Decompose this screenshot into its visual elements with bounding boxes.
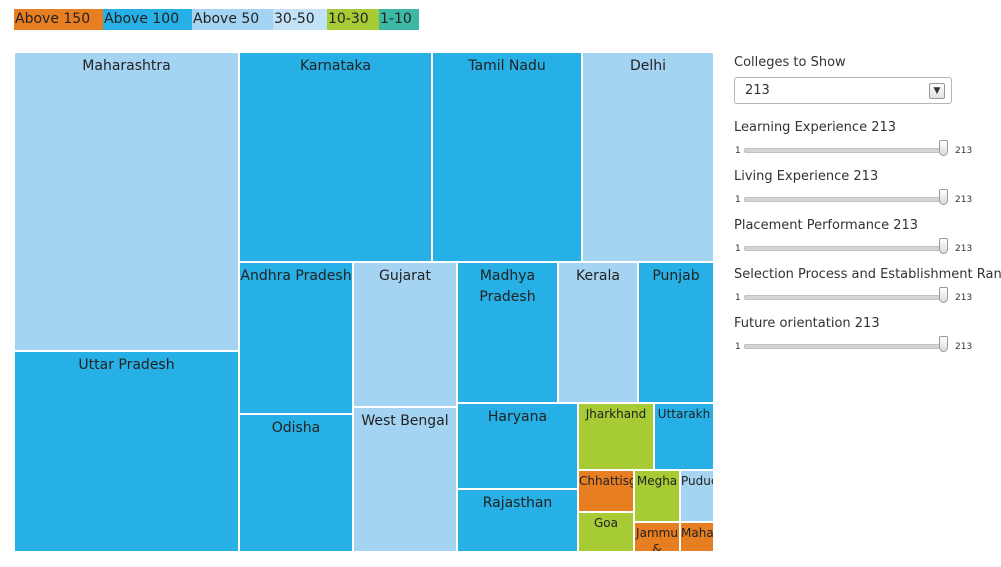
treemap-tile-label: Goa (594, 516, 618, 530)
treemap-tile-label: Haryana (487, 409, 548, 425)
slider-max-value: 213 (955, 342, 973, 352)
treemap-tile-label: Delhi (629, 58, 667, 74)
treemap-tile[interactable]: Madhya Pradesh (457, 262, 558, 403)
treemap-tile-label: Jharkhand (585, 407, 647, 421)
treemap-tile-label: Rajasthan (482, 495, 553, 511)
filter-panel: Colleges to Show 213 ▼ Learning Experien… (734, 52, 1001, 372)
slider-max-value: 213 (955, 244, 973, 254)
slider-control: Future orientation 213 1 213 (734, 316, 1001, 356)
treemap: Maharashtra Uttar Pradesh Karnataka Tamil N… (14, 52, 714, 552)
legend-item: 30-50 (273, 9, 327, 30)
slider-min-value: 1 (735, 293, 741, 303)
slider-control: Living Experience 213 1 213 (734, 169, 1001, 209)
legend-item: 10-30 (327, 9, 379, 30)
treemap-tile[interactable]: Kerala (558, 262, 638, 403)
treemap-tile[interactable]: Andhra Pradesh (239, 262, 353, 414)
treemap-tile-label: Odisha (271, 420, 321, 436)
slider-label: Placement Performance 213 (734, 218, 919, 233)
treemap-tile-label: Megha (636, 474, 678, 488)
slider-max-value: 213 (955, 195, 973, 205)
slider-max-value: 213 (955, 293, 973, 303)
legend-item: Above 150 (14, 9, 103, 30)
slider-control: Placement Performance 213 1 213 (734, 218, 1001, 258)
treemap-tile[interactable]: Gujarat (353, 262, 457, 407)
legend: Above 150 Above 100 Above 50 30-50 10-30 1-10 (14, 9, 419, 30)
treemap-tile[interactable]: Megha (634, 470, 680, 522)
slider-label: Living Experience 213 (734, 169, 879, 184)
treemap-tile[interactable]: Punjab (638, 262, 714, 403)
slider-label: Selection Process and Establishment Rank… (734, 267, 1001, 282)
slider-track[interactable] (744, 295, 948, 300)
slider-track[interactable] (744, 148, 948, 153)
treemap-tile-label: Mahar (681, 526, 714, 540)
treemap-tile[interactable]: Haryana (457, 403, 578, 489)
treemap-tile-label: Punjab (652, 268, 700, 284)
legend-item: Above 50 (192, 9, 273, 30)
treemap-tile[interactable]: Delhi (582, 52, 714, 262)
slider-handle[interactable] (939, 336, 948, 352)
treemap-tile-label: Maharashtra (82, 58, 171, 74)
colleges-select-value: 213 (745, 83, 770, 98)
slider-handle[interactable] (939, 140, 948, 156)
treemap-tile[interactable]: Jammu & (634, 522, 680, 552)
slider-track[interactable] (744, 197, 948, 202)
slider-handle[interactable] (939, 238, 948, 254)
treemap-tile-label: Gujarat (378, 268, 431, 284)
treemap-tile[interactable]: Jharkhand (578, 403, 654, 470)
slider-control: Learning Experience 213 1 213 (734, 120, 1001, 160)
treemap-tile[interactable]: Goa (578, 512, 634, 552)
slider-max-value: 213 (955, 146, 973, 156)
colleges-select[interactable]: 213 ▼ (734, 77, 952, 104)
slider-handle[interactable] (939, 189, 948, 205)
colleges-to-show-label: Colleges to Show (734, 55, 846, 70)
treemap-tile-label: Tamil Nadu (468, 58, 546, 74)
slider-min-value: 1 (735, 146, 741, 156)
legend-item: Above 100 (103, 9, 192, 30)
treemap-tile[interactable]: Uttar Pradesh (14, 351, 239, 552)
treemap-tile-label: Karnataka (300, 58, 371, 74)
legend-item: 1-10 (379, 9, 419, 30)
slider-min-value: 1 (735, 195, 741, 205)
treemap-tile[interactable]: Tamil Nadu (432, 52, 582, 262)
treemap-tile[interactable]: Chhattisg (578, 470, 634, 512)
treemap-tile-label: West Bengal (361, 413, 449, 429)
slider-track[interactable] (744, 344, 948, 349)
treemap-tile[interactable]: West Bengal (353, 407, 457, 552)
treemap-tile-label: Puduc (681, 474, 714, 488)
treemap-tile[interactable]: Karnataka (239, 52, 432, 262)
slider-handle[interactable] (939, 287, 948, 303)
slider-min-value: 1 (735, 342, 741, 352)
treemap-tile[interactable]: Odisha (239, 414, 353, 552)
treemap-tile[interactable]: Uttarakh (654, 403, 714, 470)
treemap-tile-label: Uttarakh (657, 407, 711, 421)
treemap-tile-label: Andhra Pradesh (240, 268, 352, 284)
slider-label: Learning Experience 213 (734, 120, 897, 135)
treemap-tile[interactable]: Rajasthan (457, 489, 578, 552)
treemap-tile[interactable]: Puduc (680, 470, 714, 522)
slider-label: Future orientation 213 (734, 316, 880, 331)
treemap-tile-label: Jammu & (636, 526, 678, 552)
slider-control: Selection Process and Establishment Rank… (734, 267, 1001, 307)
treemap-tile[interactable]: Maharashtra (14, 52, 239, 351)
chevron-down-icon[interactable]: ▼ (929, 83, 945, 99)
treemap-tile[interactable]: Mahar (680, 522, 714, 552)
slider-track[interactable] (744, 246, 948, 251)
treemap-tile-label: Uttar Pradesh (78, 357, 175, 373)
slider-min-value: 1 (735, 244, 741, 254)
treemap-tile-label: Chhattisg (579, 474, 634, 488)
treemap-tile-label: Kerala (576, 268, 620, 284)
treemap-tile-label: Madhya Pradesh (479, 268, 536, 305)
